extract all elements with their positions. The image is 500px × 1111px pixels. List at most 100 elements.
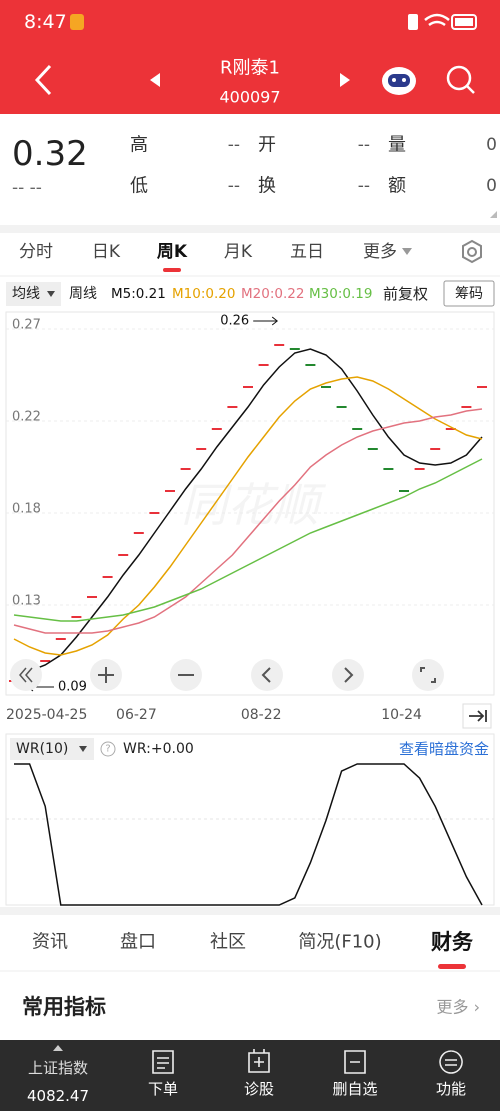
settings-button[interactable] <box>462 239 482 264</box>
section-tab[interactable]: 简况(F10) <box>298 932 381 953</box>
ma-line <box>13 348 483 678</box>
step-right[interactable] <box>332 659 364 691</box>
watermark: 同花顺 <box>181 478 327 532</box>
candle <box>40 660 51 662</box>
period-tab[interactable]: 更多 <box>363 242 397 262</box>
ma-line <box>13 408 483 634</box>
field-value: -- <box>358 176 370 196</box>
field-value: -- <box>228 176 240 196</box>
ma-menu[interactable]: 均线 <box>12 286 40 302</box>
candle <box>336 406 347 408</box>
period-label: 周线 <box>69 286 97 302</box>
candle <box>243 386 253 388</box>
candle <box>430 448 441 450</box>
nav-item[interactable]: 诊股 <box>244 1080 274 1098</box>
min-label: 0.09 <box>58 680 87 695</box>
candle <box>445 428 456 430</box>
period-tab[interactable]: 五日 <box>290 242 324 262</box>
y-tick-label: 0.22 <box>12 410 41 425</box>
prev-stock[interactable] <box>150 73 160 87</box>
nav-icon <box>248 1049 270 1073</box>
ma-legend-item: M5:0.21 <box>111 286 166 302</box>
back-button[interactable] <box>34 64 52 96</box>
wr-menu[interactable]: WR(10) <box>16 741 68 757</box>
candle <box>211 428 222 430</box>
ma-legend-item: M10:0.20 <box>172 286 235 302</box>
quote-fields: 高 -- 开 -- 量 0 低 -- 换 -- 额 0 <box>130 135 497 197</box>
candle <box>321 386 331 388</box>
candle <box>102 576 113 578</box>
battery-level <box>455 18 473 26</box>
nav-icon <box>439 1050 463 1074</box>
price: 0.32 <box>12 134 88 174</box>
field-label: 量 <box>388 135 406 156</box>
dark-pool-link[interactable]: 查看暗盘资金 <box>399 740 489 758</box>
chips-button[interactable]: 筹码 <box>455 285 483 302</box>
zoom-out[interactable] <box>170 659 202 691</box>
field-value: 0 <box>486 176 497 196</box>
candle <box>305 364 316 366</box>
jump-latest[interactable] <box>462 703 492 729</box>
field-value: -- <box>358 135 370 155</box>
step-left[interactable] <box>251 659 283 691</box>
index-name[interactable]: 上证指数 <box>28 1059 88 1077</box>
status-time: 8:47 <box>24 11 67 33</box>
period-tabs: 分时 日K 周K 月K 五日 更多 <box>19 242 412 272</box>
candle <box>399 490 409 492</box>
x-tick-label: 2025-04-25 <box>6 707 87 723</box>
section-tab[interactable]: 社区 <box>210 932 246 953</box>
tab-indicator <box>163 268 181 272</box>
help-mark: ? <box>105 744 110 755</box>
zoom-in[interactable] <box>90 659 122 691</box>
max-arrow <box>253 316 279 326</box>
candle <box>383 468 394 470</box>
fullscreen[interactable] <box>412 659 444 691</box>
section-tab[interactable]: 盘口 <box>120 932 156 953</box>
candle <box>352 428 363 430</box>
ma-legend-item: M30:0.19 <box>309 286 372 302</box>
nav-item[interactable]: 功能 <box>436 1080 466 1098</box>
candle <box>227 406 238 408</box>
adjust-button[interactable]: 前复权 <box>383 285 428 303</box>
x-tick-label: 08-22 <box>241 707 282 723</box>
max-label: 0.26 <box>220 314 249 329</box>
candle <box>477 386 487 388</box>
ma-legend-item: M20:0.22 <box>241 286 304 302</box>
help-icon[interactable] <box>100 741 116 757</box>
candle <box>165 490 175 492</box>
period-tab[interactable]: 分时 <box>19 242 53 262</box>
x-tick-label: 10-24 <box>381 707 422 723</box>
scroll-left[interactable] <box>10 659 42 691</box>
field-value: -- <box>228 135 240 155</box>
candle <box>258 364 269 366</box>
index-caret <box>53 1045 63 1051</box>
status-alert <box>408 14 418 30</box>
bottom-nav-bg <box>0 1040 500 1111</box>
candle <box>461 406 472 408</box>
section-tab[interactable]: 财务 <box>431 930 474 954</box>
ma-menu-caret <box>47 291 55 297</box>
candle <box>414 468 425 470</box>
assistant-button[interactable] <box>382 67 416 95</box>
period-tab[interactable]: 日K <box>92 242 121 262</box>
section-tab[interactable]: 资讯 <box>32 932 68 953</box>
search-button[interactable] <box>446 65 475 94</box>
period-tab[interactable]: 月K <box>224 242 253 262</box>
ma-line <box>13 458 483 622</box>
nav-items: 下单 诊股 删自选 功能 <box>148 1049 466 1098</box>
nav-icon <box>344 1050 366 1074</box>
nav-item[interactable]: 删自选 <box>332 1080 377 1098</box>
next-stock[interactable] <box>340 73 350 87</box>
candle <box>87 596 97 598</box>
period-tab[interactable]: 周K <box>157 242 188 262</box>
wr-menu-bg[interactable] <box>10 738 94 760</box>
field-label: 开 <box>258 135 276 156</box>
section-more[interactable]: 更多 › <box>437 998 481 1017</box>
candle <box>274 344 285 346</box>
chips-box[interactable] <box>443 280 495 307</box>
y-tick-label: 0.27 <box>12 318 41 333</box>
field-label: 高 <box>130 135 148 156</box>
nav-item[interactable]: 下单 <box>148 1080 178 1098</box>
